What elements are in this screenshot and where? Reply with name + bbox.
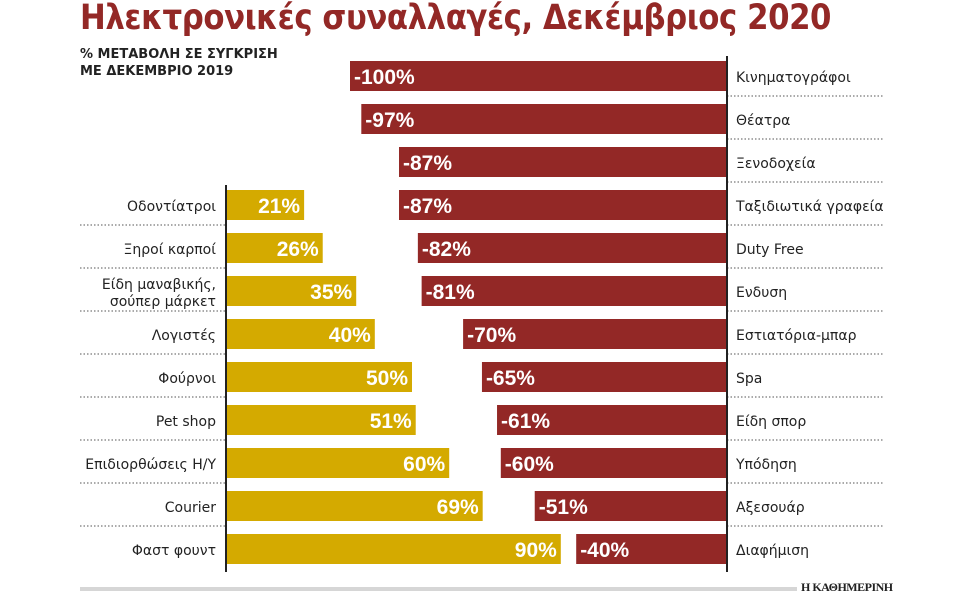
positive-value-label: 51%	[370, 410, 412, 433]
negative-category-label: Κινηματογράφοι	[736, 70, 851, 86]
negative-category-label: Είδη σπορ	[736, 414, 806, 430]
negative-bar	[361, 104, 727, 134]
negative-category-label: Spa	[736, 371, 762, 387]
positive-category-label: Φούρνοι	[158, 371, 216, 387]
negative-bar	[421, 276, 727, 306]
positive-value-label: 69%	[437, 496, 479, 519]
positive-category-label: Λογιστές	[152, 328, 216, 344]
negative-bar	[350, 61, 727, 91]
negative-category-label: Εστιατόρια-μπαρ	[736, 328, 857, 344]
negative-category-label: Ταξιδιωτικά γραφεία	[735, 199, 884, 215]
chart-title: Ηλεκτρονικές συναλλαγές, Δεκέμβριος 2020	[80, 0, 832, 38]
negative-bar	[399, 190, 727, 220]
negative-category-label: Ενδυση	[736, 285, 787, 301]
positive-bar	[226, 362, 412, 392]
positive-value-label: 35%	[310, 281, 352, 304]
positive-category-label: Courier	[165, 500, 216, 516]
negative-bar	[500, 448, 727, 478]
negative-bar	[534, 491, 727, 521]
negative-category-label: Ξενοδοχεία	[736, 156, 816, 172]
negative-category-label: Θέατρα	[736, 113, 790, 129]
positive-category-label: Επιδιορθώσεις Η/Υ	[85, 457, 216, 473]
negative-value-label: -40%	[580, 539, 629, 562]
positive-category-label: Pet shop	[156, 414, 216, 430]
negative-bar	[576, 534, 727, 564]
negative-value-label: -60%	[505, 453, 554, 476]
positive-value-label: 21%	[258, 195, 300, 218]
positive-bar	[226, 534, 561, 564]
positive-bar	[226, 405, 416, 435]
negative-value-label: -65%	[486, 367, 535, 390]
negative-category-label: Αξεσουάρ	[736, 500, 805, 516]
negative-bar	[463, 319, 727, 349]
positive-category-label: σούπερ μάρκετ	[110, 294, 216, 310]
positive-category-label: Οδοντίατροι	[127, 199, 216, 215]
subtitle-line-2: ΜΕ ΔΕΚΕΜΒΡΙΟ 2019	[80, 64, 234, 79]
positive-category-label: Φαστ φουντ	[132, 543, 216, 559]
positive-bar	[226, 448, 450, 478]
negative-category-label: Duty Free	[736, 242, 804, 258]
positive-value-label: 50%	[366, 367, 408, 390]
positive-bar	[226, 319, 375, 349]
negative-bar	[497, 405, 727, 435]
negative-bar	[417, 233, 727, 263]
positive-bar	[226, 491, 483, 521]
negative-value-label: -51%	[539, 496, 588, 519]
subtitle-line-1: % ΜΕΤΑΒΟΛΗ ΣΕ ΣΥΓΚΡΙΣΗ	[80, 47, 278, 62]
negative-value-label: -81%	[426, 281, 475, 304]
negative-value-label: -87%	[403, 152, 452, 175]
negative-bar	[399, 147, 727, 177]
source-logo: Η ΚΑΘΗΜΕΡΙΝΗ	[801, 580, 893, 594]
positive-bar	[226, 276, 357, 306]
negative-bar	[481, 362, 727, 392]
chart-subtitle: % ΜΕΤΑΒΟΛΗ ΣΕ ΣΥΓΚΡΙΣΗ ΜΕ ΔΕΚΕΜΒΡΙΟ 2019	[80, 46, 278, 80]
negative-value-label: -87%	[403, 195, 452, 218]
negative-category-label: Υπόδηση	[735, 457, 797, 473]
negative-category-label: Διαφήμιση	[736, 543, 809, 559]
positive-category-label: Είδη μαναβικής,	[102, 277, 216, 293]
positive-value-label: 40%	[329, 324, 371, 347]
positive-value-label: 26%	[277, 238, 319, 261]
negative-value-label: -61%	[501, 410, 550, 433]
positive-value-label: 60%	[403, 453, 445, 476]
negative-value-label: -100%	[354, 66, 415, 89]
negative-value-label: -97%	[365, 109, 414, 132]
negative-value-label: -70%	[467, 324, 516, 347]
positive-value-label: 90%	[515, 539, 557, 562]
positive-bar	[226, 233, 323, 263]
positive-bar	[226, 190, 305, 220]
positive-category-label: Ξηροί καρποί	[124, 242, 217, 258]
negative-value-label: -82%	[422, 238, 471, 261]
